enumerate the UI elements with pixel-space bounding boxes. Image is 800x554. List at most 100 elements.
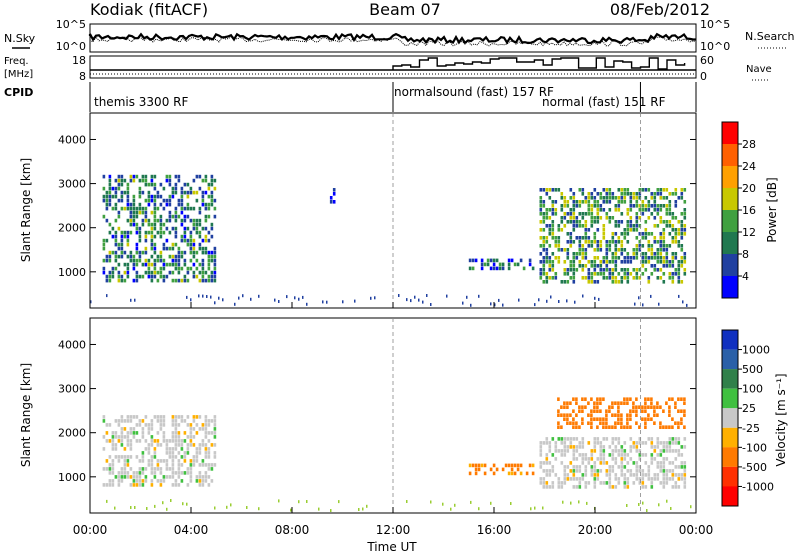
power-cell [126, 234, 130, 239]
power-cell [213, 274, 217, 279]
velocity-speckle [638, 503, 640, 506]
velocity-speckle [366, 504, 368, 508]
power-cell [551, 208, 555, 212]
velocity-cell [629, 413, 632, 417]
power-cell [551, 276, 555, 280]
power-cell [611, 232, 615, 236]
velocity-cell [629, 469, 633, 473]
velocity-cell [539, 445, 543, 449]
velocity-heatmap [102, 397, 692, 512]
power-cell [635, 200, 639, 204]
power-cell [153, 270, 157, 275]
power-speckle [242, 294, 244, 298]
velocity-cell [516, 467, 520, 472]
velocity-cell [566, 445, 570, 449]
power-cell [569, 188, 573, 192]
velocity-cell [563, 405, 566, 409]
velocity-cell [117, 439, 121, 443]
power-cell [659, 188, 663, 192]
velocity-cell [656, 445, 660, 449]
power-cell [126, 274, 130, 279]
velocity-speckle [338, 500, 340, 504]
power-cell [159, 226, 163, 231]
velocity-cell [614, 437, 618, 441]
power-cell [671, 280, 675, 284]
velocity-cell [641, 405, 644, 409]
power-cell [192, 190, 196, 195]
velocity-cell [659, 465, 663, 469]
velocity-cell [171, 439, 175, 443]
power-cell [471, 258, 475, 263]
velocity-cell [141, 479, 145, 483]
power-cell [599, 192, 603, 196]
velocity-cell [539, 477, 543, 481]
power-cell [581, 244, 585, 248]
power-cell [141, 206, 145, 211]
power-cell [611, 196, 615, 200]
velocity-cell [650, 417, 653, 421]
power-cell [329, 196, 333, 200]
power-cell [617, 204, 621, 208]
power-cell [578, 260, 582, 264]
velocity-cell [204, 443, 208, 447]
power-cell [560, 216, 564, 220]
power-cell [674, 216, 678, 220]
power-cell [653, 252, 657, 256]
xtick-label: 00:00 [73, 523, 108, 537]
power-cell [572, 272, 576, 276]
power-cell [671, 216, 675, 220]
power-cell [605, 216, 609, 220]
velocity-cell [644, 453, 648, 457]
velocity-cell [590, 421, 593, 425]
velocity-cell [671, 417, 674, 421]
power-cell [548, 228, 552, 232]
power-cell [177, 198, 181, 203]
power-cell [150, 194, 154, 199]
velocity-speckle [214, 506, 216, 510]
velocity-cell [560, 405, 563, 409]
velocity-cell [560, 437, 564, 441]
velocity-cell [626, 421, 629, 425]
power-cell [204, 206, 208, 211]
velocity-cell [572, 469, 576, 473]
power-cell [186, 206, 190, 211]
velocity-cell [650, 477, 654, 481]
power-cell [614, 256, 618, 260]
velocity-cell [183, 455, 187, 459]
velocity-cell [204, 475, 208, 479]
power-cell [180, 234, 184, 239]
velocity-cell [189, 459, 193, 463]
power-cell [641, 272, 645, 276]
velocity-cell [183, 471, 187, 475]
velocity-speckle [182, 502, 184, 506]
power-cell [111, 194, 115, 199]
velocity-cell [198, 443, 202, 447]
velocity-cell [662, 477, 666, 481]
power-cell [551, 220, 555, 224]
power-cell [680, 264, 684, 268]
velocity-cell [168, 475, 172, 479]
velocity-cell [180, 439, 184, 443]
power-cell [656, 252, 660, 256]
velocity-cell [195, 475, 199, 479]
velocity-cell [548, 485, 552, 489]
velocity-cell [572, 473, 576, 477]
x-axis-label: Time UT [366, 540, 417, 554]
power-cell [578, 212, 582, 216]
velocity-cell [638, 449, 642, 453]
power-cell [596, 208, 600, 212]
power-cell [174, 186, 178, 191]
velocity-cell [174, 427, 178, 431]
velocity-cell [662, 473, 666, 477]
velocity-cell [213, 415, 217, 419]
power-cell [542, 204, 546, 208]
power-cell [611, 256, 615, 260]
power-cell [168, 210, 172, 215]
power-cell [569, 196, 573, 200]
power-cell [548, 260, 552, 264]
velocity-cell [117, 471, 121, 475]
velocity-cell [114, 419, 118, 423]
nave-tick-low: 0 [700, 70, 707, 83]
power-cell [614, 224, 618, 228]
velocity-cell [557, 449, 561, 453]
